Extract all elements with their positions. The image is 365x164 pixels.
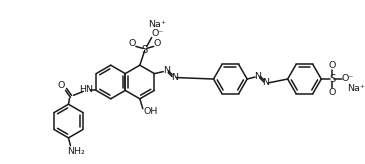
Text: O⁻: O⁻ [151,29,164,38]
Text: N: N [254,72,261,81]
Text: S: S [142,45,148,55]
Text: S: S [329,74,335,84]
Text: O: O [154,39,161,48]
Text: O: O [58,81,65,90]
Text: O⁻: O⁻ [342,73,354,82]
Text: O: O [328,88,336,97]
Text: N: N [262,79,269,87]
Text: N: N [163,66,170,75]
Text: Na⁺: Na⁺ [148,20,166,29]
Text: N: N [171,73,178,82]
Text: O: O [128,39,136,48]
Text: Na⁺: Na⁺ [347,84,365,93]
Text: HN: HN [79,85,93,94]
Text: OH: OH [143,107,158,116]
Text: O: O [328,61,336,70]
Text: NH₂: NH₂ [68,147,85,156]
